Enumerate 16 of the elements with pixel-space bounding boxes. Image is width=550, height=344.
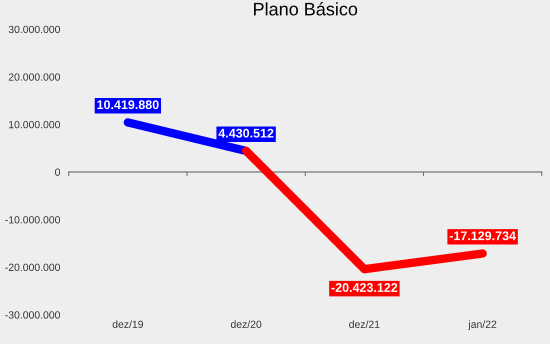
data-label: 4.430.512 [218,128,274,138]
chart-title: Plano Básico [254,2,358,16]
y-tick-label: -10.000.000 [5,216,60,224]
y-tick-label: 30.000.000 [8,26,60,34]
x-tick-label: jan/22 [468,320,496,330]
y-tick-label: -30.000.000 [5,311,60,319]
data-label: 10.419.880 [97,100,159,110]
y-tick-label: 10.000.000 [9,120,60,128]
x-tick-label: dez/21 [349,320,380,328]
y-tick-label: 0 [55,168,60,176]
y-tick-label: -20.000.000 [5,264,60,272]
data-label: -17.129.734 [450,231,516,240]
data-label: -20.423.122 [332,283,398,292]
x-tick-label: dez/19 [112,320,144,328]
x-tick-label: dez/20 [230,320,262,328]
y-tick-label: 20.000.000 [8,73,60,81]
